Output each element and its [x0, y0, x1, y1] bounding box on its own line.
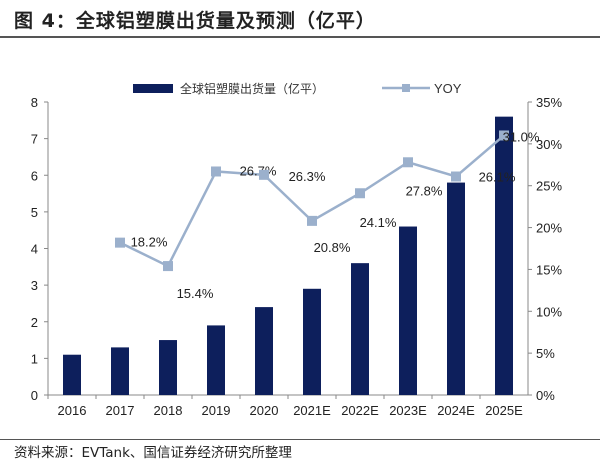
yoy-label: 18.2%: [131, 235, 168, 250]
yoy-label: 31.0%: [503, 129, 540, 144]
yoy-point-2021E: [307, 215, 317, 226]
x-tick-label: 2023E: [389, 403, 427, 418]
source-note: 资料来源：EVTank、国信证券经济研究所整理: [14, 445, 292, 461]
left-tick-label: 1: [31, 351, 38, 366]
yoy-label: 20.8%: [314, 240, 351, 255]
bar-2018: [159, 340, 177, 395]
left-tick-label: 8: [31, 95, 38, 110]
legend-bar-swatch: [133, 84, 173, 93]
left-tick-label: 3: [31, 278, 38, 293]
yoy-point-2017: [115, 237, 125, 248]
x-tick-label: 2022E: [341, 403, 379, 418]
right-tick-label: 10%: [536, 304, 562, 319]
yoy-point-2020: [259, 169, 269, 180]
left-tick-label: 0: [31, 388, 38, 403]
x-tick-label: 2021E: [293, 403, 331, 418]
bar-2025E: [495, 116, 513, 396]
right-tick-label: 5%: [536, 346, 555, 361]
right-tick-label: 20%: [536, 221, 562, 236]
x-tick-label: 2019: [202, 403, 231, 418]
right-tick-label: 25%: [536, 179, 562, 194]
title-divider: [0, 36, 600, 38]
yoy-point-2022E: [355, 188, 365, 199]
bar-2021E: [303, 288, 321, 395]
legend-line-label: YOY: [434, 81, 462, 96]
x-tick-label: 2018: [154, 403, 183, 418]
yoy-label: 26.1%: [479, 170, 516, 185]
yoy-point-2018: [163, 261, 173, 272]
yoy-point-2025E: [499, 130, 509, 141]
chart-title: 图 4：全球铝塑膜出货量及预测（亿平）: [14, 10, 376, 32]
left-tick-label: 2: [31, 315, 38, 330]
left-tick-label: 6: [31, 168, 38, 183]
yoy-line: [119, 134, 505, 268]
bar-2017: [111, 347, 129, 395]
bar-2022E: [351, 263, 369, 395]
yoy-point-2019: [211, 166, 221, 177]
left-tick-label: 5: [31, 205, 38, 220]
left-tick-label: 7: [31, 132, 38, 147]
right-tick-label: 35%: [536, 95, 562, 110]
yoy-point-2024E: [451, 171, 461, 182]
x-tick-label: 2025E: [485, 403, 523, 418]
x-tick-label: 2024E: [437, 403, 475, 418]
yoy-label: 26.7%: [240, 163, 277, 178]
bar-2019: [207, 325, 225, 395]
bar-2024E: [447, 182, 465, 395]
x-tick-label: 2017: [106, 403, 135, 418]
bar-2020: [255, 307, 273, 395]
yoy-label: 24.1%: [360, 215, 397, 230]
yoy-label: 27.8%: [406, 183, 443, 198]
x-tick-label: 2016: [58, 403, 87, 418]
source-divider: [0, 439, 600, 440]
left-tick-label: 4: [31, 242, 38, 257]
bar-2023E: [399, 226, 417, 395]
legend-line-marker: [402, 84, 410, 92]
right-tick-label: 15%: [536, 262, 562, 277]
yoy-point-2023E: [403, 157, 413, 168]
right-tick-label: 0%: [536, 388, 555, 403]
bar-2016: [63, 354, 81, 395]
x-tick-label: 2020: [250, 403, 279, 418]
legend-bar-label: 全球铝塑膜出货量（亿平）: [180, 81, 324, 96]
right-tick-label: 30%: [536, 137, 562, 152]
yoy-label: 26.3%: [289, 169, 326, 184]
yoy-label: 15.4%: [177, 286, 214, 301]
